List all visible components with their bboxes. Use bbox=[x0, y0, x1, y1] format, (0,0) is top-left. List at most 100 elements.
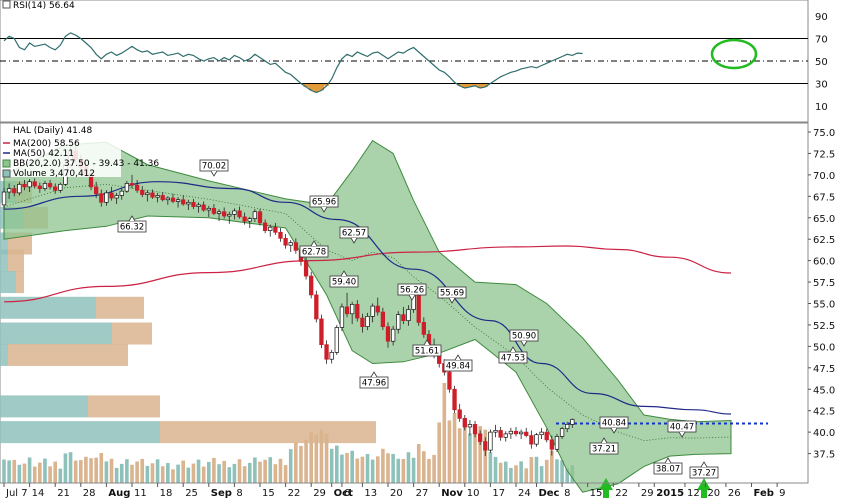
annotation-pointer bbox=[700, 461, 708, 468]
volume-bar bbox=[309, 432, 313, 483]
volume-profile-up bbox=[0, 249, 8, 272]
date-tick-label: 27 bbox=[416, 488, 429, 499]
price-tick-label: 62.5 bbox=[813, 235, 835, 246]
annotation-pointer bbox=[600, 437, 608, 444]
volume-bar bbox=[375, 456, 380, 483]
volume-profile-up bbox=[0, 421, 160, 444]
annotation-label: 47.53 bbox=[501, 354, 525, 364]
volume-bar bbox=[2, 459, 6, 483]
volume-profile-down bbox=[160, 421, 376, 444]
candle-body bbox=[237, 210, 242, 218]
volume-bar bbox=[463, 426, 467, 483]
volume-profile-up bbox=[0, 296, 96, 319]
volume-bar bbox=[319, 429, 324, 483]
rsi-label: RSI(14) 56.64 bbox=[13, 1, 75, 11]
price-legend: HAL (Daily) 41.48 MA(200) 58.56 MA(50) 4… bbox=[1, 124, 159, 179]
annotation-label: 62.57 bbox=[342, 229, 366, 239]
annotation-label: 47.96 bbox=[362, 379, 386, 389]
date-tick-label: 11 bbox=[134, 488, 147, 499]
candle-body bbox=[150, 192, 155, 198]
annotation-pointer bbox=[340, 270, 348, 277]
date-tick-label: Aug bbox=[108, 488, 130, 499]
candle-body bbox=[191, 201, 196, 207]
volume-bar bbox=[437, 422, 441, 483]
candle-body bbox=[124, 183, 130, 192]
annotation-pointer bbox=[448, 297, 456, 304]
candle-body bbox=[370, 305, 375, 317]
date-tick-label: 26 bbox=[728, 488, 741, 499]
candle-body bbox=[186, 201, 191, 205]
date-tick-label: Dec bbox=[538, 488, 559, 499]
candle-body bbox=[355, 304, 360, 319]
date-tick-label: 29 bbox=[641, 488, 654, 499]
volume-profile-up bbox=[0, 271, 16, 294]
rsi-panel: 90 70 50 30 10 RSI(14) 56.64 bbox=[0, 0, 828, 123]
volume-profile-up bbox=[0, 395, 88, 418]
volume-bar bbox=[227, 467, 232, 483]
candle-body bbox=[170, 197, 176, 202]
candle-body bbox=[201, 204, 206, 211]
candle-body bbox=[140, 189, 145, 195]
candle-body bbox=[498, 430, 503, 438]
volume-bar bbox=[539, 466, 544, 483]
annotation-label: 40.47 bbox=[670, 423, 694, 433]
date-tick-label: 18 bbox=[160, 488, 173, 499]
candle-body bbox=[324, 344, 329, 360]
volume-bar bbox=[135, 461, 139, 483]
candle-body bbox=[268, 226, 273, 231]
volume-bar bbox=[555, 459, 559, 483]
volume-bar bbox=[171, 469, 175, 483]
price-tick-label: 40.0 bbox=[813, 428, 835, 439]
volume-bar bbox=[294, 442, 298, 483]
bb-label: BB(20,2.0) 37.50 - 39.43 - 41.36 bbox=[13, 159, 159, 169]
candle-body bbox=[339, 306, 345, 328]
candle-body bbox=[539, 431, 544, 436]
date-tick-label: 15 bbox=[590, 488, 603, 499]
volume-bar bbox=[350, 450, 354, 483]
date-tick-label: Jul 7 bbox=[5, 488, 28, 499]
price-tick-label: 37.5 bbox=[813, 450, 835, 461]
date-tick-label: 14 bbox=[32, 488, 45, 499]
volume-bar bbox=[268, 457, 273, 483]
volume-bar bbox=[48, 466, 52, 483]
candle-body bbox=[134, 184, 140, 191]
date-tick-label: Sep bbox=[211, 488, 232, 499]
volume-bar bbox=[299, 445, 303, 483]
ma200-label: MA(200) 58.56 bbox=[13, 139, 80, 149]
volume-bar bbox=[304, 439, 308, 483]
candle-body bbox=[447, 371, 452, 390]
ma50-line bbox=[3, 181, 732, 415]
candle-body bbox=[42, 183, 48, 189]
candle-body bbox=[406, 309, 411, 322]
candle-body bbox=[32, 181, 37, 187]
candle-body bbox=[488, 431, 493, 451]
candle-body bbox=[160, 195, 165, 201]
legend-box bbox=[1, 124, 121, 177]
volume-bar bbox=[32, 466, 37, 483]
rsi-oversold-fill bbox=[303, 83, 488, 93]
candle-body bbox=[129, 183, 135, 186]
volume-bar bbox=[503, 461, 508, 483]
volume-bar bbox=[207, 461, 211, 483]
volume-bar bbox=[565, 468, 569, 483]
price-tick-label: 55.0 bbox=[813, 300, 835, 311]
bb-swatch bbox=[2, 159, 11, 168]
volume-bar bbox=[263, 459, 267, 483]
volume-bar bbox=[109, 458, 114, 483]
volume-bar bbox=[483, 429, 488, 483]
candle-body bbox=[242, 216, 247, 222]
candle-body bbox=[94, 186, 99, 195]
volume-bar bbox=[329, 448, 334, 483]
annotation-pointer bbox=[320, 206, 328, 213]
candle-body bbox=[549, 439, 554, 450]
volume-profile bbox=[0, 181, 376, 444]
volume-bar bbox=[253, 457, 257, 483]
candle-body bbox=[508, 430, 514, 435]
volume-bar bbox=[27, 457, 32, 483]
volume-bar bbox=[452, 413, 457, 483]
candle-body bbox=[273, 226, 278, 233]
candle-body bbox=[247, 218, 252, 222]
volume-bar bbox=[386, 453, 390, 483]
volume-bar bbox=[201, 466, 206, 483]
